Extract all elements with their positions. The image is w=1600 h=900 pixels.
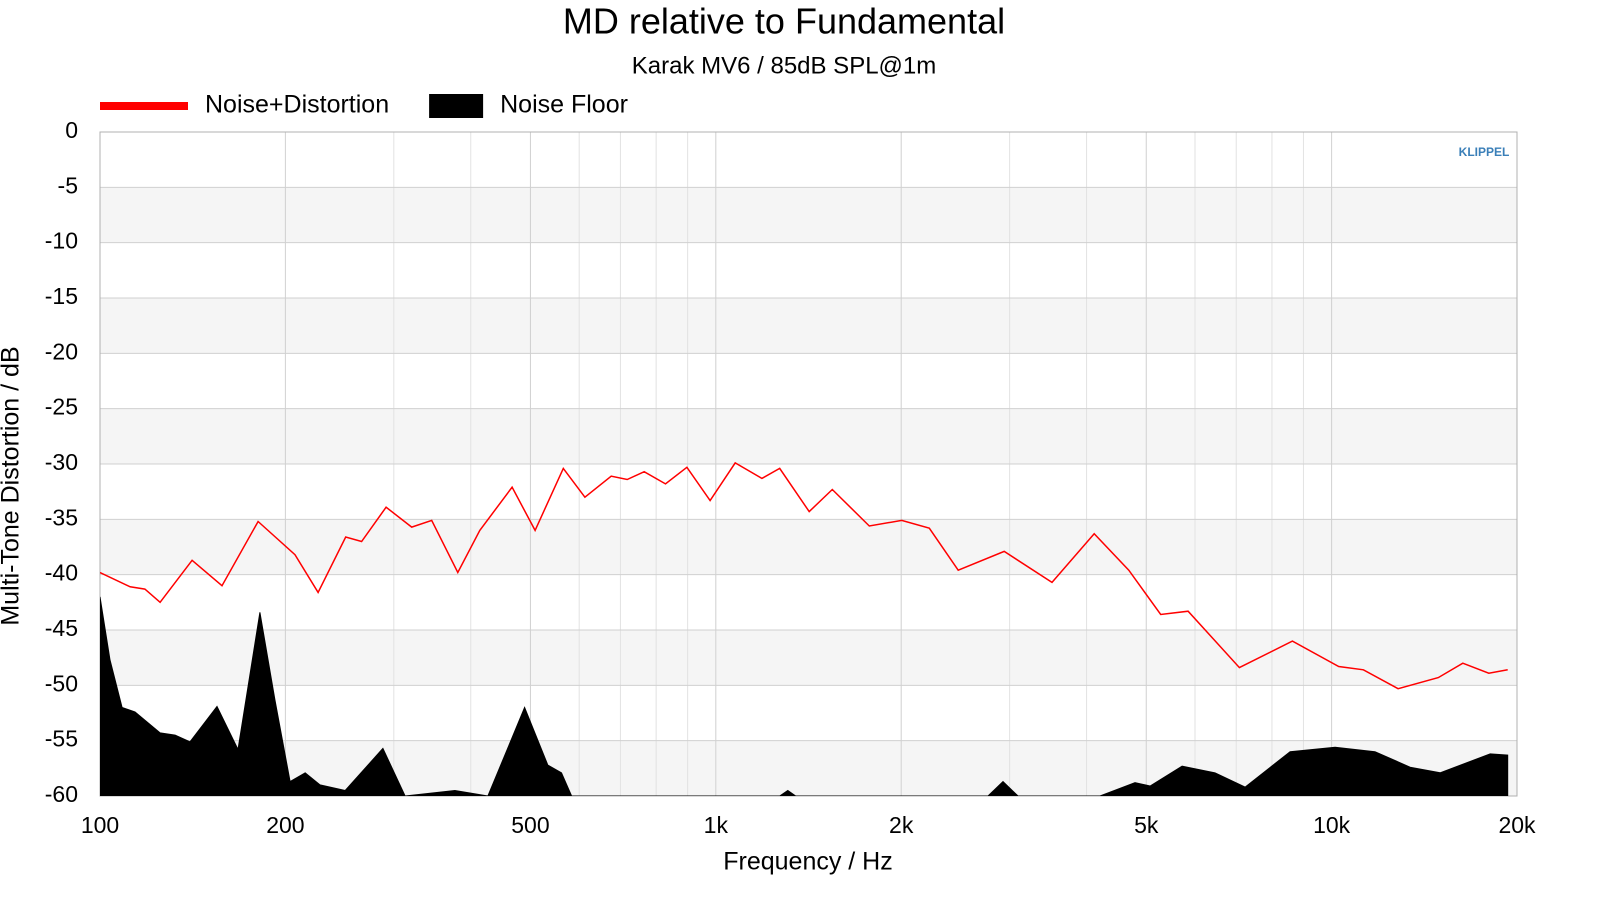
grid-band bbox=[100, 298, 1517, 354]
x-tick-label: 20k bbox=[1498, 812, 1536, 838]
legend-label: Noise Floor bbox=[500, 91, 628, 119]
x-tick-label: 10k bbox=[1313, 812, 1351, 838]
y-tick-label: -40 bbox=[45, 560, 78, 586]
x-axis-label: Frequency / Hz bbox=[723, 848, 893, 876]
legend-label: Noise+Distortion bbox=[205, 91, 389, 119]
y-tick-label: -45 bbox=[45, 615, 78, 641]
chart-title: MD relative to Fundamental bbox=[563, 1, 1005, 42]
distortion-line bbox=[100, 461, 1508, 690]
y-tick-label: -35 bbox=[45, 504, 78, 530]
y-axis-label: Multi-Tone Distortion / dB bbox=[0, 346, 25, 625]
y-tick-label: -20 bbox=[45, 338, 78, 364]
y-tick-label: -30 bbox=[45, 449, 78, 475]
grid-band bbox=[100, 519, 1517, 575]
y-tick-label: 0 bbox=[65, 117, 78, 143]
logo: KLIPPEL bbox=[1459, 145, 1510, 159]
y-tick-label: -25 bbox=[45, 394, 78, 420]
y-tick-label: -10 bbox=[45, 228, 78, 254]
x-tick-label: 200 bbox=[266, 812, 304, 838]
grid-band bbox=[100, 630, 1517, 686]
y-tick-label: -60 bbox=[45, 781, 78, 807]
x-tick-label: 2k bbox=[889, 812, 914, 838]
grid-band bbox=[100, 187, 1517, 243]
x-tick-label: 5k bbox=[1134, 812, 1159, 838]
chart-subtitle: Karak MV6 / 85dB SPL@1m bbox=[632, 52, 937, 79]
x-tick-label: 500 bbox=[511, 812, 549, 838]
x-tick-label: 100 bbox=[81, 812, 119, 838]
y-tick-label: -5 bbox=[58, 172, 78, 198]
legend-swatch bbox=[429, 94, 484, 118]
y-tick-label: -15 bbox=[45, 283, 78, 309]
grid-band bbox=[100, 408, 1517, 464]
x-tick-label: 1k bbox=[704, 812, 729, 838]
y-tick-label: -55 bbox=[45, 726, 78, 752]
legend-swatch bbox=[100, 102, 188, 110]
y-tick-label: -50 bbox=[45, 670, 78, 696]
noise-floor-area bbox=[100, 596, 1509, 796]
